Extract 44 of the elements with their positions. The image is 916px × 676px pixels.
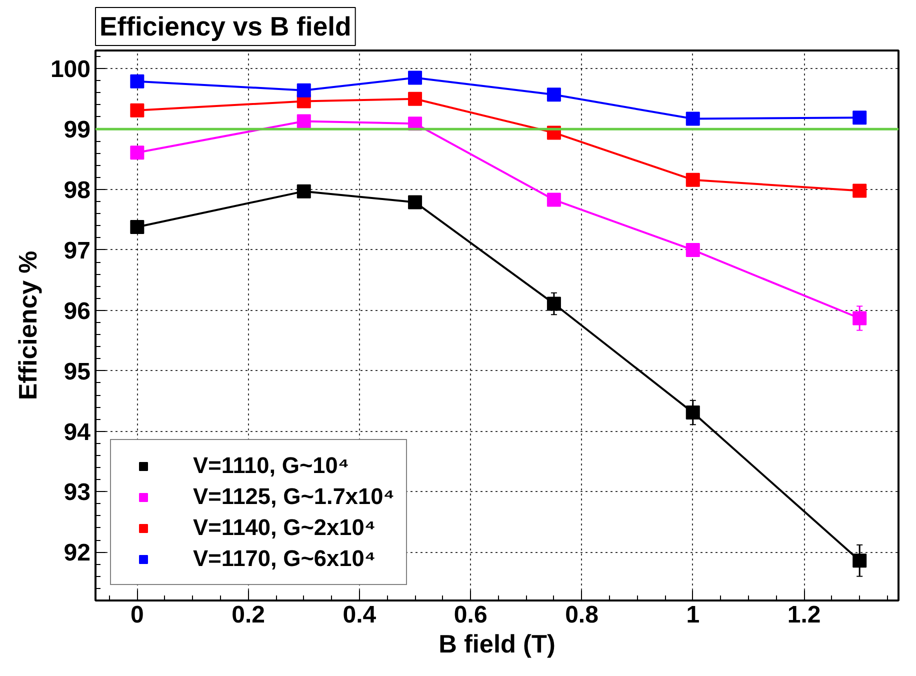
point — [852, 554, 867, 568]
point — [686, 112, 700, 126]
point — [686, 242, 700, 257]
point — [296, 114, 311, 128]
x-tick-label: 0 — [130, 602, 144, 628]
y-tick-label: 96 — [64, 298, 91, 325]
y-tick-label: 98 — [64, 177, 91, 204]
point — [130, 146, 144, 160]
point — [852, 184, 867, 198]
y-tick-label: 100 — [50, 56, 91, 84]
point — [546, 192, 561, 207]
point — [130, 74, 144, 88]
y-tick-label: 95 — [64, 358, 91, 386]
x-tick-label: 0.8 — [565, 602, 598, 628]
point — [408, 195, 422, 210]
x-axis-title: B field (T) — [438, 630, 556, 658]
point — [546, 296, 561, 311]
y-tick-label: 93 — [64, 479, 91, 506]
chart-title: Efficiency vs B field — [100, 12, 352, 42]
x-tick-label: 0.6 — [454, 602, 488, 628]
x-tick-label: 1.2 — [787, 602, 821, 628]
y-axis-title: Efficiency % — [14, 250, 42, 400]
point — [296, 83, 311, 98]
point — [686, 172, 700, 187]
x-tick-label: 1 — [686, 602, 700, 628]
y-tick-label: 99 — [64, 116, 91, 144]
legend-label: V=1125, G~1.7x10⁴ — [193, 483, 394, 510]
point — [296, 184, 311, 198]
legend-label: V=1110, G~10⁴ — [193, 452, 350, 479]
point — [130, 220, 144, 234]
point — [852, 311, 867, 326]
x-tick-label: 0.4 — [342, 602, 377, 628]
point — [408, 70, 422, 85]
legend-label: V=1140, G~2x10⁴ — [193, 514, 376, 541]
point — [130, 103, 144, 118]
point — [408, 92, 422, 106]
point — [546, 88, 561, 102]
legend-label: V=1170, G~6x10⁴ — [193, 545, 376, 572]
point — [686, 406, 700, 420]
y-tick-label: 94 — [64, 418, 92, 446]
y-tick-label: 97 — [64, 237, 91, 264]
y-tick-label: 92 — [64, 540, 91, 567]
x-tick-label: 0.2 — [232, 602, 266, 628]
point — [852, 110, 867, 125]
